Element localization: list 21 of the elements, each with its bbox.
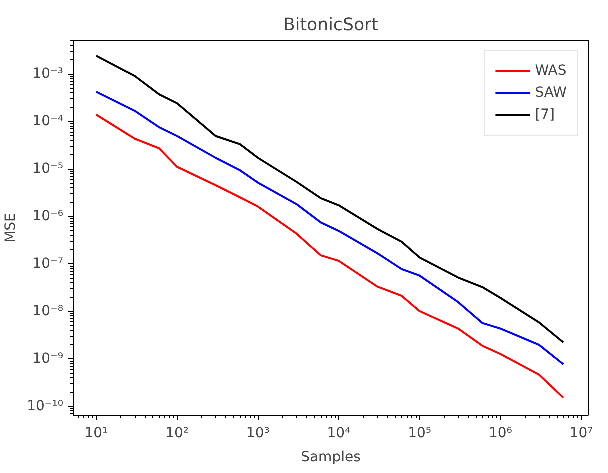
- x-tick-label: 10⁴: [327, 426, 352, 442]
- y-tick-label: 10⁻⁶: [32, 208, 64, 224]
- y-tick-label: 10⁻⁴: [32, 114, 64, 130]
- x-tick-label: 10¹: [84, 426, 108, 442]
- y-axis-title: MSE: [3, 213, 20, 243]
- y-tick-label: 10⁻⁹: [32, 350, 64, 367]
- x-tick-label: 10⁵: [408, 426, 432, 442]
- chart-title: BitonicSort: [284, 16, 379, 36]
- y-tick-label: 10⁻³: [32, 66, 64, 82]
- x-tick-label: 10⁶: [488, 426, 513, 442]
- x-tick-label: 10⁷: [570, 426, 594, 442]
- y-tick-label: 10⁻⁸: [32, 303, 64, 320]
- y-tick-label: 10⁻¹⁰: [27, 398, 64, 414]
- legend-label: WAS: [535, 63, 567, 79]
- legend-label: [7]: [535, 107, 556, 123]
- legend-label: SAW: [535, 85, 567, 101]
- x-axis-title: Samples: [301, 450, 361, 466]
- y-tick-label: 10⁻⁷: [32, 256, 64, 272]
- x-tick-label: 10²: [166, 426, 190, 442]
- x-tick-label: 10³: [246, 426, 270, 442]
- y-tick-label: 10⁻⁵: [32, 161, 64, 177]
